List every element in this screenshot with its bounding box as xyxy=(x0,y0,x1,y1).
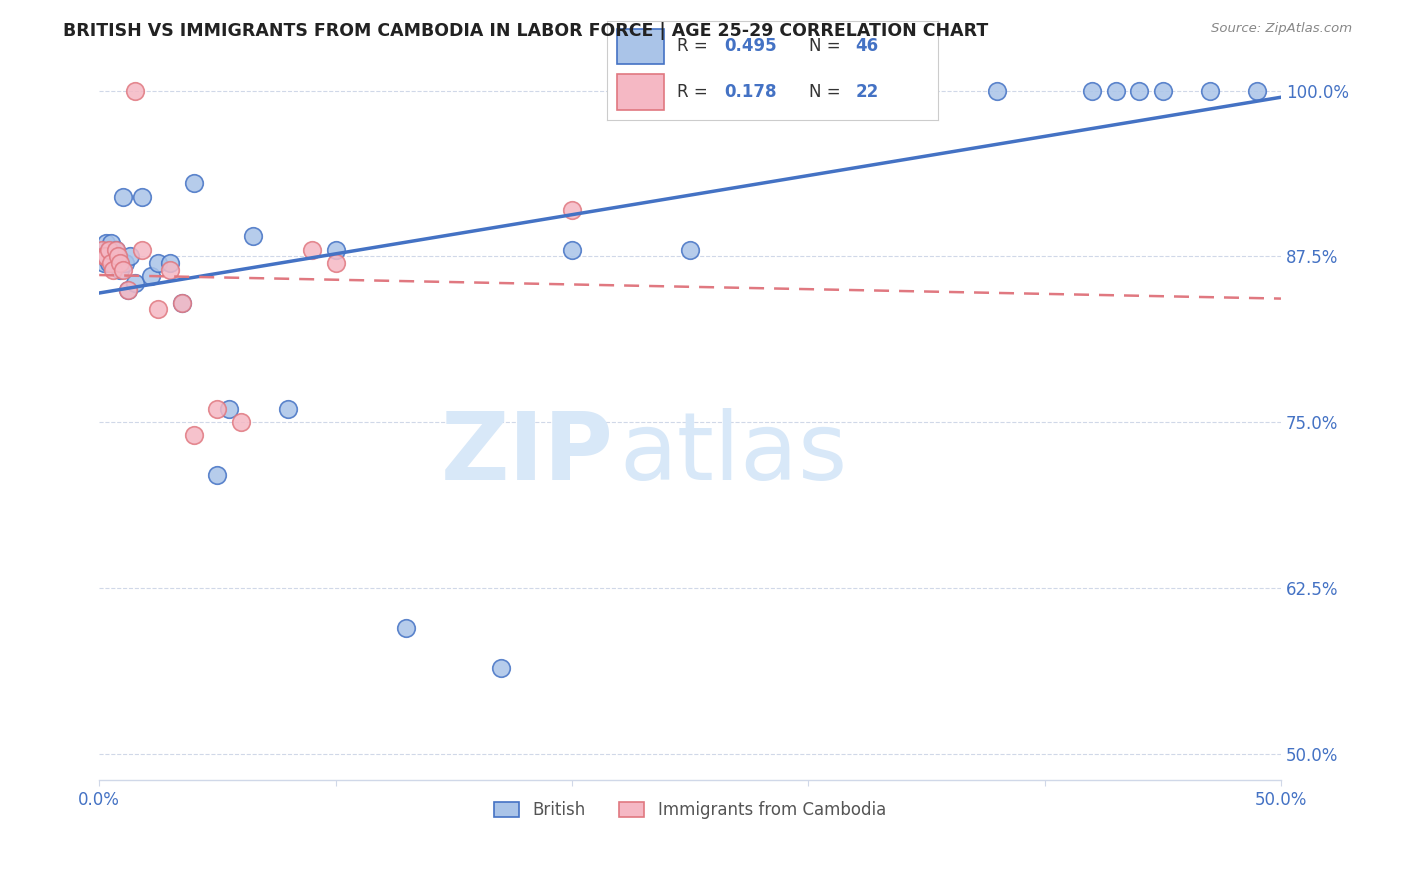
Point xyxy=(301,243,323,257)
Point xyxy=(104,243,127,257)
Point xyxy=(489,660,512,674)
Point xyxy=(124,84,146,98)
Point xyxy=(96,249,118,263)
Point xyxy=(242,229,264,244)
Point xyxy=(107,249,129,263)
Point xyxy=(148,256,170,270)
Point xyxy=(100,249,122,263)
Point xyxy=(1246,84,1268,98)
Point xyxy=(118,249,141,263)
Text: BRITISH VS IMMIGRANTS FROM CAMBODIA IN LABOR FORCE | AGE 25-29 CORRELATION CHART: BRITISH VS IMMIGRANTS FROM CAMBODIA IN L… xyxy=(63,22,988,40)
Point xyxy=(561,202,583,217)
Point xyxy=(90,243,112,257)
Point xyxy=(124,276,146,290)
Point xyxy=(97,243,120,257)
Point xyxy=(561,243,583,257)
Point xyxy=(159,262,181,277)
Point xyxy=(90,243,112,257)
Point xyxy=(986,84,1008,98)
Point xyxy=(1081,84,1104,98)
Point xyxy=(93,249,115,263)
Point xyxy=(141,269,163,284)
Text: 0.495: 0.495 xyxy=(724,37,778,55)
Point xyxy=(1104,84,1126,98)
Point xyxy=(103,249,125,263)
Point xyxy=(844,84,866,98)
Text: R =: R = xyxy=(676,37,713,55)
Text: Source: ZipAtlas.com: Source: ZipAtlas.com xyxy=(1212,22,1353,36)
Point xyxy=(96,249,118,263)
Point xyxy=(93,256,115,270)
Point xyxy=(131,243,153,257)
Text: ZIP: ZIP xyxy=(440,409,613,500)
Point xyxy=(100,236,122,251)
Legend: British, Immigrants from Cambodia: British, Immigrants from Cambodia xyxy=(488,795,893,826)
Text: 0.178: 0.178 xyxy=(724,84,778,102)
Point xyxy=(97,256,120,270)
Point xyxy=(229,415,252,429)
Point xyxy=(395,621,418,635)
Point xyxy=(93,243,115,257)
Point xyxy=(97,243,120,257)
Point xyxy=(111,190,134,204)
Point xyxy=(325,256,347,270)
Text: R =: R = xyxy=(676,84,713,102)
Point xyxy=(100,256,122,270)
Point xyxy=(915,84,938,98)
Text: N =: N = xyxy=(808,84,846,102)
Point xyxy=(325,243,347,257)
Point xyxy=(117,283,139,297)
Point xyxy=(170,295,193,310)
Point xyxy=(1199,84,1222,98)
Point xyxy=(111,262,134,277)
Point xyxy=(218,401,240,416)
Text: 22: 22 xyxy=(855,84,879,102)
Point xyxy=(96,236,118,251)
Text: 46: 46 xyxy=(855,37,879,55)
Point xyxy=(183,428,205,442)
Point xyxy=(1128,84,1150,98)
Point xyxy=(110,256,132,270)
Point xyxy=(110,262,132,277)
Point xyxy=(277,401,299,416)
Point xyxy=(159,256,181,270)
Point xyxy=(207,468,229,483)
Text: N =: N = xyxy=(808,37,846,55)
Point xyxy=(107,249,129,263)
Point xyxy=(90,249,112,263)
Bar xyxy=(617,74,664,111)
Bar xyxy=(617,29,664,64)
Point xyxy=(104,243,127,257)
Point xyxy=(183,177,205,191)
Point xyxy=(114,256,136,270)
Point xyxy=(103,262,125,277)
Point xyxy=(131,190,153,204)
Text: atlas: atlas xyxy=(619,409,848,500)
Point xyxy=(104,256,127,270)
Point xyxy=(207,401,229,416)
Point xyxy=(797,84,820,98)
Point xyxy=(679,243,702,257)
Point xyxy=(117,283,139,297)
Point xyxy=(103,256,125,270)
Point xyxy=(170,295,193,310)
Point xyxy=(148,302,170,317)
Point xyxy=(1152,84,1174,98)
